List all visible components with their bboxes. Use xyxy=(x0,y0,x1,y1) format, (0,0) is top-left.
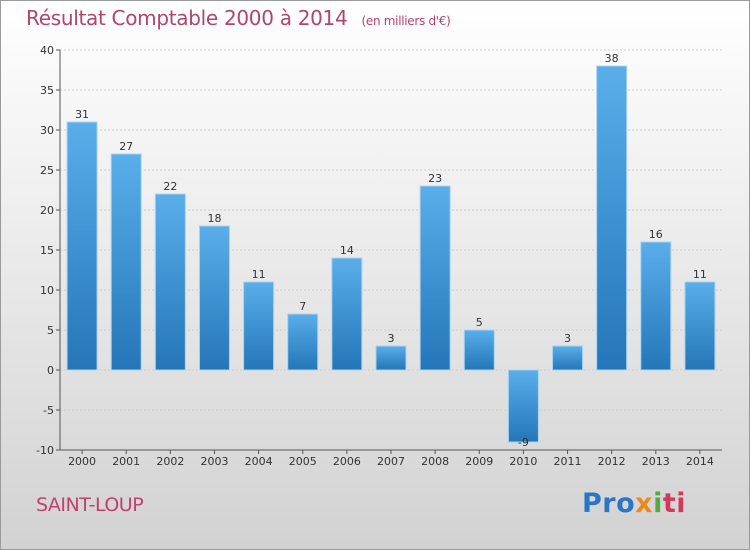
bar xyxy=(463,329,495,371)
axes xyxy=(56,49,722,454)
bar xyxy=(419,185,451,371)
x-tick-label: 2002 xyxy=(156,455,184,468)
y-tick-label: 30 xyxy=(40,124,54,137)
y-tick-label: 25 xyxy=(40,164,54,177)
bar xyxy=(507,369,539,443)
x-tick-label: 2001 xyxy=(112,455,140,468)
brand-logo-part: Pro xyxy=(582,488,636,519)
bar-value-label: 3 xyxy=(564,332,571,345)
x-tick-label: 2006 xyxy=(333,455,361,468)
bar xyxy=(375,345,407,371)
bar-value-label: 18 xyxy=(207,212,221,225)
y-tick-label: 10 xyxy=(40,284,54,297)
bar-value-label: 31 xyxy=(75,108,89,121)
x-tick-label: 2009 xyxy=(465,455,493,468)
bar xyxy=(552,345,584,371)
x-tick-label: 2014 xyxy=(686,455,714,468)
y-tick-label: -10 xyxy=(36,444,54,457)
bar xyxy=(110,153,142,371)
bar-value-label: 27 xyxy=(119,140,133,153)
y-tick-label: 20 xyxy=(40,204,54,217)
x-tick-label: 2003 xyxy=(200,455,228,468)
bar xyxy=(66,121,98,371)
x-tick-label: 2011 xyxy=(554,455,582,468)
x-tick-label: 2007 xyxy=(377,455,405,468)
chart-title: Résultat Comptable 2000 à 2014 (en milli… xyxy=(26,6,451,30)
bar-value-label: 16 xyxy=(649,228,663,241)
labels: -10-505101520253035403120002720012220021… xyxy=(36,44,714,468)
town-name: SAINT-LOUP xyxy=(36,494,144,516)
bar-value-label: 14 xyxy=(340,244,354,257)
brand-logo-part: i xyxy=(653,488,663,519)
bar xyxy=(331,257,363,371)
bar-value-label: 22 xyxy=(163,180,177,193)
x-tick-label: 2008 xyxy=(421,455,449,468)
y-tick-label: -5 xyxy=(43,404,54,417)
bar xyxy=(596,65,628,371)
y-tick-label: 15 xyxy=(40,244,54,257)
bars xyxy=(66,65,716,443)
x-tick-label: 2010 xyxy=(509,455,537,468)
bar-value-label: 11 xyxy=(693,268,707,281)
brand-logo-part: ti xyxy=(662,488,687,519)
y-tick-label: 40 xyxy=(40,44,54,57)
chart-subtitle: (en milliers d'€) xyxy=(361,14,451,28)
x-tick-label: 2004 xyxy=(245,455,273,468)
y-tick-label: 5 xyxy=(47,324,54,337)
bar-value-label: 11 xyxy=(252,268,266,281)
bar xyxy=(198,225,230,371)
bar xyxy=(243,281,275,371)
bar xyxy=(640,241,672,371)
bar xyxy=(154,193,186,371)
bar-value-label: -9 xyxy=(518,436,529,449)
bar-value-label: 7 xyxy=(299,300,306,313)
x-tick-label: 2005 xyxy=(289,455,317,468)
brand-logo: Proxiti xyxy=(582,488,686,519)
x-tick-label: 2013 xyxy=(642,455,670,468)
x-tick-label: 2000 xyxy=(68,455,96,468)
bar-value-label: 23 xyxy=(428,172,442,185)
y-tick-label: 35 xyxy=(40,84,54,97)
chart-title-text: Résultat Comptable 2000 à 2014 xyxy=(26,6,348,30)
bar xyxy=(684,281,716,371)
x-tick-label: 2012 xyxy=(598,455,626,468)
brand-logo-part: x xyxy=(635,488,654,519)
bar-value-label: 38 xyxy=(605,52,619,65)
bar-value-label: 5 xyxy=(476,316,483,329)
bar-value-label: 3 xyxy=(388,332,395,345)
y-tick-label: 0 xyxy=(47,364,54,377)
bar xyxy=(287,313,319,371)
